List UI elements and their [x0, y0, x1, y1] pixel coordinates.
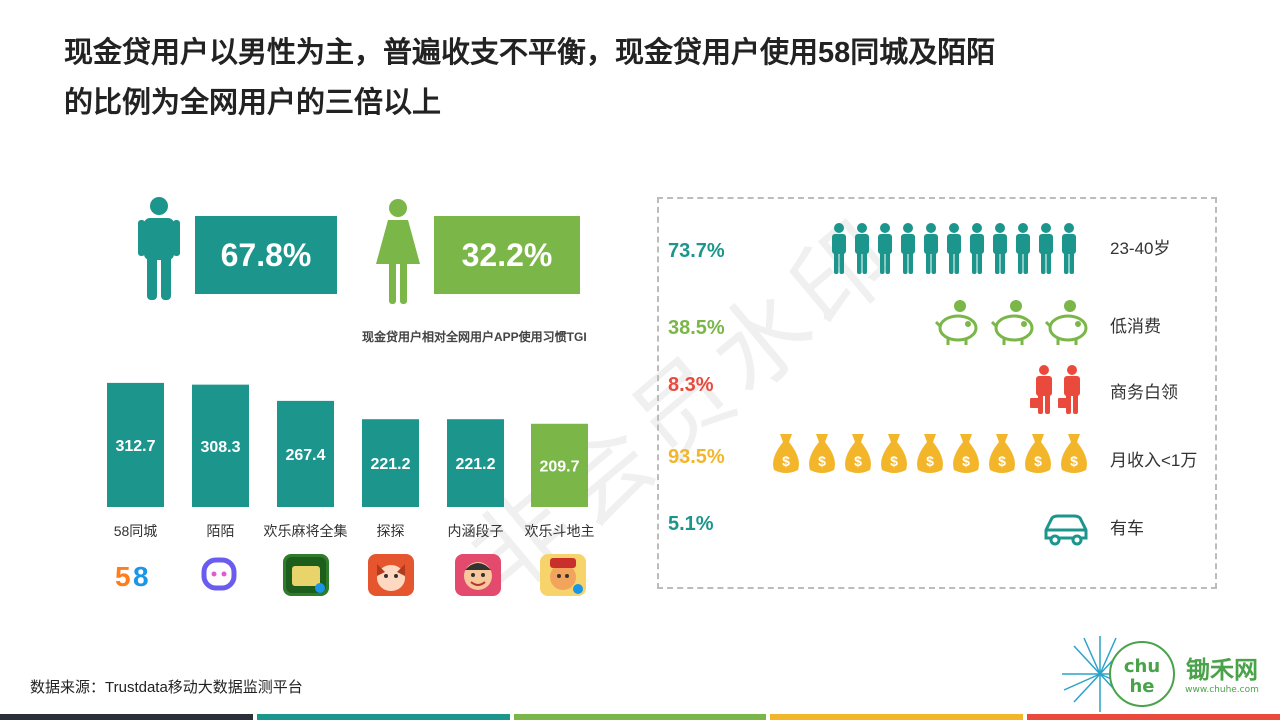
chuhe-logo: chu he 锄禾网 www.chuhe.com	[1060, 634, 1270, 719]
bar-4	[447, 419, 504, 507]
footer-bar-1	[256, 714, 510, 720]
stat-lowspend-label: 低消费	[1110, 317, 1161, 336]
svg-text:chu: chu	[1124, 656, 1160, 677]
bar-0	[107, 382, 164, 507]
businessman-icon	[1030, 365, 1080, 414]
money-bag-icon-row: $	[770, 428, 1090, 478]
footer-color-bars	[0, 714, 1280, 720]
svg-text:he: he	[1129, 676, 1154, 697]
footer-bar-0	[0, 714, 253, 720]
bar-value-label: 267.4	[285, 447, 325, 464]
logo-url: www.chuhe.com	[1185, 685, 1259, 695]
male-percentage: 67.8%	[195, 216, 337, 294]
stat-income-label: 月收入<1万	[1110, 451, 1198, 470]
chart-title: 现金贷用户相对全网用户APP使用习惯TGI	[362, 330, 587, 344]
businessman-icon-row	[1030, 364, 1086, 416]
tgi-bar-chart: 312.7 58同城 308.3 陌陌 267.4 欢乐麻将全集 221.2 探探 221.2 内…	[107, 382, 595, 539]
bar-value-label: 312.7	[115, 438, 155, 455]
user-profile-panel	[657, 197, 1217, 589]
logo-text: 锄禾网	[1186, 656, 1258, 684]
age-icon-row	[830, 222, 1088, 276]
title-line-2: 的比例为全网用户的三倍以上	[64, 87, 442, 119]
svg-text:8: 8	[133, 561, 149, 592]
car-icon	[1044, 514, 1088, 546]
page-title: 现金贷用户以男性为主，普遍收支不平衡，现金贷用户使用58同城及陌陌 的比例为全网…	[64, 28, 1164, 128]
piggy-bank-icon-row	[934, 298, 1094, 348]
female-icon	[376, 199, 420, 304]
stat-car-pct: 5.1%	[668, 513, 714, 535]
data-source: 数据来源：Trustdata移动大数据监测平台	[30, 679, 303, 696]
footer-bar-2	[513, 714, 767, 720]
stat-age-pct: 73.7%	[668, 240, 725, 262]
footer-bar-4	[1027, 714, 1280, 720]
bar-1	[192, 384, 249, 507]
title-line-1: 现金贷用户以男性为主，普遍收支不平衡，现金贷用户使用58同城及陌陌	[64, 37, 996, 69]
female-percentage: 32.2%	[434, 216, 580, 294]
category-label: 陌陌	[207, 523, 235, 539]
category-label: 内涵段子	[448, 523, 504, 539]
app-icon-neihan	[455, 554, 501, 596]
category-label: 欢乐斗地主	[525, 523, 595, 539]
svg-text:$: $	[782, 453, 790, 469]
app-icon-tantan	[368, 554, 414, 596]
piggy-bank-icon	[934, 298, 1088, 347]
category-label: 欢乐麻将全集	[264, 523, 348, 539]
stat-car-label: 有车	[1110, 519, 1144, 538]
money-bag-icon: $	[773, 434, 1087, 473]
app-icon-58: 5 8	[111, 554, 157, 596]
bar-value-label: 308.3	[200, 439, 240, 456]
app-icon-momo	[196, 554, 242, 596]
stat-income-pct: 93.5%	[668, 446, 725, 468]
app-icon-mahjong	[283, 554, 329, 596]
category-label: 探探	[377, 523, 405, 539]
svg-text:5: 5	[115, 561, 131, 592]
bar-value-label: 221.2	[455, 456, 495, 473]
app-icon-doudizhu	[540, 554, 586, 596]
person-icon	[832, 223, 1076, 274]
category-label: 58同城	[114, 523, 158, 539]
bar-value-label: 221.2	[370, 456, 410, 473]
male-icon	[138, 197, 180, 300]
bar-3	[362, 419, 419, 507]
footer-bar-3	[770, 714, 1024, 720]
stat-whitecollar-label: 商务白领	[1110, 383, 1178, 402]
stat-lowspend-pct: 38.5%	[668, 317, 725, 339]
stat-whitecollar-pct: 8.3%	[668, 374, 714, 396]
stat-age-label: 23-40岁	[1110, 239, 1171, 258]
bar-5	[531, 423, 588, 507]
bar-value-label: 209.7	[539, 458, 579, 475]
bar-2	[277, 400, 334, 507]
